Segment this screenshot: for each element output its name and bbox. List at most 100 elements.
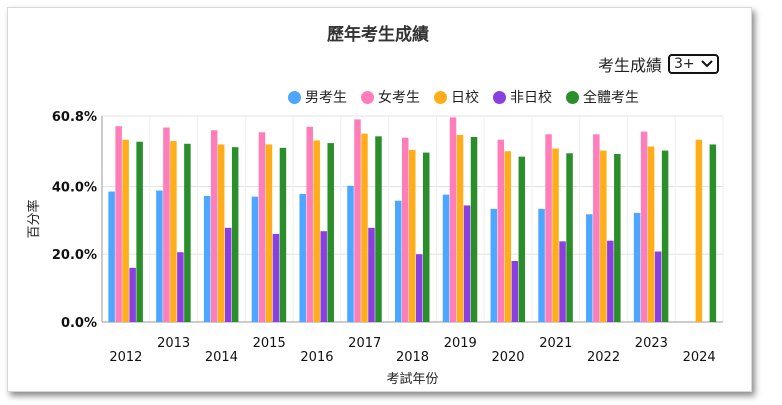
bar [600, 150, 607, 322]
legend-swatch [493, 90, 506, 104]
x-tick-label: 2019 [444, 336, 477, 351]
bar [538, 208, 545, 322]
bar [313, 140, 320, 322]
bar [251, 196, 259, 322]
bar [347, 185, 354, 322]
x-tick-label: 2017 [348, 336, 381, 351]
bar [272, 233, 280, 322]
chevron-down-icon [701, 60, 713, 68]
bar [368, 227, 375, 322]
bar [442, 194, 450, 322]
bar [306, 126, 313, 322]
legend-item[interactable]: 女考生 [361, 87, 420, 107]
legend-swatch [361, 90, 374, 104]
bar [327, 143, 334, 322]
x-tick-label: 2014 [205, 350, 238, 365]
bar [633, 212, 641, 322]
legend-label: 男考生 [305, 90, 347, 106]
legend-swatch [288, 90, 301, 104]
filter-label: 考生成績 [598, 56, 663, 75]
bar [654, 251, 662, 322]
legend-label: 全體考生 [583, 90, 639, 106]
bar [518, 156, 526, 322]
bar [566, 153, 573, 322]
bar [709, 144, 717, 322]
legend-swatch [434, 90, 447, 104]
x-tick-label: 2020 [491, 350, 524, 365]
bar [184, 143, 191, 322]
legend-item[interactable]: 非日校 [493, 87, 552, 107]
bar [395, 200, 402, 322]
bar [108, 191, 115, 322]
bar [122, 139, 129, 322]
x-tick-label: 2018 [396, 350, 429, 365]
bar [258, 132, 266, 322]
bar [416, 254, 423, 322]
bar [640, 131, 648, 322]
y-tick-label: 20.0% [52, 248, 97, 263]
bar [552, 148, 559, 322]
bar [299, 193, 306, 322]
bar [265, 144, 273, 322]
filter-select[interactable]: 3+ [668, 54, 720, 74]
filter-selected-value: 3+ [674, 56, 695, 72]
bar [402, 137, 409, 322]
bar [170, 141, 177, 322]
bar [217, 144, 225, 322]
bar [203, 195, 211, 322]
y-axis-title: 百分率 [26, 199, 42, 238]
x-tick-label: 2024 [683, 350, 716, 365]
x-tick-label: 2021 [539, 336, 572, 351]
bar [504, 151, 512, 322]
x-tick-label: 2023 [635, 336, 668, 351]
bar [456, 134, 464, 322]
bar [586, 214, 593, 322]
chart-title: 歷年考生成績 [327, 25, 429, 45]
bar [354, 119, 361, 323]
bar [463, 205, 471, 322]
bar [545, 134, 552, 322]
x-axis-title: 考試年份 [386, 371, 438, 387]
bar [695, 139, 703, 322]
bar [361, 133, 368, 322]
x-tick-label: 2022 [587, 350, 620, 365]
bar [490, 208, 498, 322]
legend: 男考生 女考生 日校 非日校 全體考生 [288, 87, 639, 107]
bar [423, 152, 430, 322]
legend-label: 非日校 [510, 90, 552, 106]
bar [661, 150, 669, 322]
x-tick-label: 2015 [253, 336, 286, 351]
bar [129, 267, 136, 322]
bar [470, 137, 478, 322]
bar [409, 149, 416, 322]
bar [156, 190, 163, 322]
bar [511, 261, 519, 322]
y-tick-label: 40.0% [52, 180, 97, 195]
x-tick-label: 2016 [300, 350, 333, 365]
bar [497, 139, 505, 322]
legend-label: 日校 [451, 90, 479, 106]
legend-label: 女考生 [378, 90, 420, 106]
legend-item[interactable]: 男考生 [288, 87, 347, 107]
bar [559, 241, 566, 322]
y-tick-label: 60.8% [52, 110, 97, 125]
bar [177, 252, 184, 322]
bar [279, 147, 287, 322]
legend-item[interactable]: 日校 [434, 87, 479, 107]
bar [614, 153, 621, 322]
bar [449, 117, 457, 323]
bar [320, 231, 327, 322]
bar [647, 146, 655, 322]
bar [375, 136, 382, 322]
y-tick-label: 0.0% [61, 316, 97, 331]
bar [231, 147, 239, 322]
x-tick-label: 2012 [109, 350, 142, 365]
legend-item[interactable]: 全體考生 [566, 87, 639, 107]
bar [210, 130, 218, 322]
bar [607, 240, 614, 322]
bar [224, 227, 232, 322]
legend-swatch [566, 90, 579, 104]
bar [115, 126, 122, 322]
filter-control: 考生成績 3+ [598, 52, 720, 76]
